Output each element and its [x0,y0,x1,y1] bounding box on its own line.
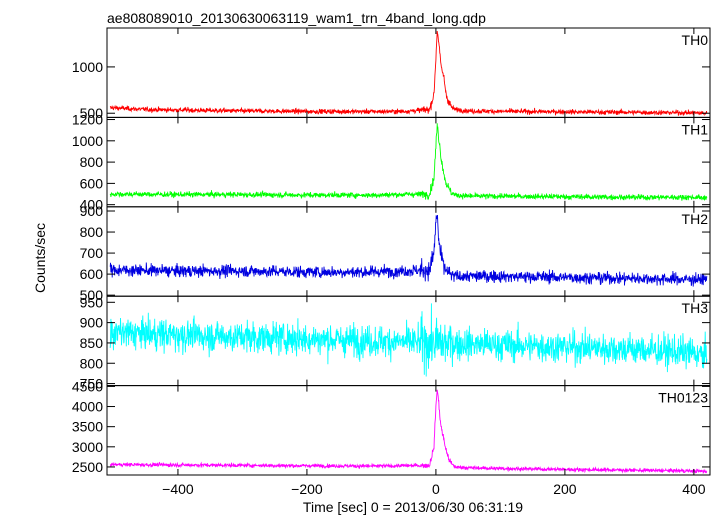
series-line-th3-0 [109,303,708,377]
series-line-th1-0 [109,123,708,201]
x-tick-label-0: −400 [162,481,194,497]
y-tick-label-th0-0: 500 [80,105,104,121]
y-tick-label-th0123-4: 4500 [72,378,103,394]
panel-label-th3: TH3 [682,300,709,316]
y-tick-label-th1-1: 600 [80,175,104,191]
y-tick-label-th3-0: 750 [80,376,104,392]
y-tick-label-th0123-3: 4000 [72,399,103,415]
y-tick-label-th0123-0: 2500 [72,459,103,475]
y-tick-label-th3-2: 850 [80,335,104,351]
y-tick-label-th0123-2: 3500 [72,419,103,435]
panels-group: 500 1000 TH0 400 600 800 1000 1200 TH1 500 600 700 8… [72,27,711,497]
y-tick-label-th2-4: 900 [80,203,104,219]
panel-label-th0: TH0 [682,32,709,48]
x-tick-label-1: −200 [291,481,323,497]
y-tick-label-th1-2: 800 [80,154,104,170]
x-tick-label-2: 0 [432,481,440,497]
y-tick-label-th2-0: 500 [80,287,104,303]
y-tick-label-th3-4: 950 [80,294,104,310]
y-tick-label-th1-4: 1200 [72,112,103,128]
y-tick-label-th0123-1: 3000 [72,439,103,455]
panel-frame-th0123 [106,385,711,476]
series-line-th2-0 [109,214,708,287]
chart-title: ae808089010_20130630063119_wam1_trn_4ban… [107,10,486,26]
panel-label-th0123: TH0123 [658,390,708,406]
y-tick-label-th2-2: 700 [80,245,104,261]
y-tick-label-th2-3: 800 [80,224,104,240]
x-axis-label: Time [sec] 0 = 2013/06/30 06:31:19 [303,499,523,515]
panel-frame-th0 [106,27,711,118]
y-tick-label-th1-3: 1000 [72,133,103,149]
panel-label-th2: TH2 [682,211,709,227]
series-line-th0123-0 [109,389,708,475]
x-tick-label-4: 400 [682,481,706,497]
y-tick-label-th0-1: 1000 [72,59,103,75]
y-tick-label-th1-0: 400 [80,197,104,213]
y-tick-label-th3-1: 800 [80,355,104,371]
series-line-th0-0 [109,30,708,117]
y-axis-label: Counts/sec [32,223,48,293]
y-tick-label-th3-3: 900 [80,315,104,331]
x-tick-label-3: 200 [553,481,577,497]
y-tick-label-th2-1: 600 [80,266,104,282]
panel-label-th1: TH1 [682,121,709,137]
